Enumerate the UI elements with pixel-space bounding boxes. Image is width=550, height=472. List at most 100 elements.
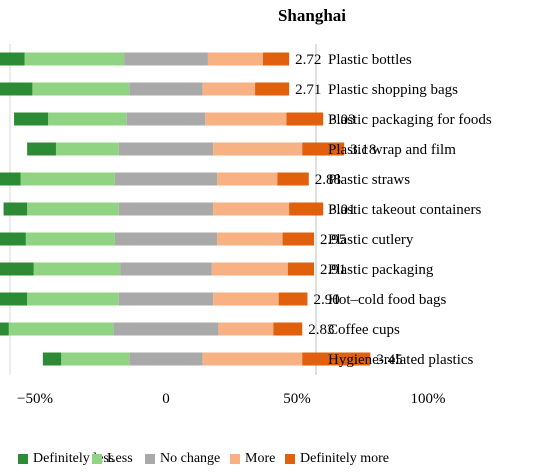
bar-less bbox=[24, 52, 125, 66]
x-tick-label: −50% bbox=[17, 391, 53, 407]
bar-definitely-more bbox=[282, 232, 315, 246]
bar-definitely-less bbox=[42, 352, 62, 366]
x-tick-label: 0 bbox=[162, 391, 170, 407]
bar-no-change bbox=[118, 142, 214, 156]
bar-definitely-less bbox=[0, 322, 9, 336]
category-label: Hot–cold food bags bbox=[328, 292, 446, 308]
bar-more bbox=[213, 292, 279, 306]
legend-swatch bbox=[285, 454, 295, 464]
category-label: Plastic bottles bbox=[328, 52, 412, 68]
mean-label: 3.45 bbox=[376, 352, 402, 368]
bar-less bbox=[48, 112, 127, 126]
legend-swatch bbox=[145, 454, 155, 464]
bar-definitely-less bbox=[27, 142, 56, 156]
legend-item: Definitely more bbox=[285, 449, 389, 469]
bar-definitely-more bbox=[302, 352, 371, 366]
bar-no-change bbox=[113, 322, 219, 336]
bar-definitely-less bbox=[0, 292, 28, 306]
bar-less bbox=[55, 142, 119, 156]
bar-more bbox=[213, 202, 290, 216]
category-label: Hygiene-related plastics bbox=[328, 352, 474, 368]
bar-no-change bbox=[120, 262, 212, 276]
bars-layer bbox=[0, 52, 371, 366]
mean-label: 3.03 bbox=[329, 112, 355, 128]
mean-label: 2.95 bbox=[320, 232, 346, 248]
x-tick-labels-layer: −100%−50%050%100% bbox=[17, 391, 446, 407]
bar-more bbox=[202, 82, 256, 96]
legend-label: Definitely more bbox=[300, 451, 390, 466]
bar-more bbox=[202, 352, 303, 366]
bar-more bbox=[218, 322, 274, 336]
mean-label: 2.83 bbox=[308, 322, 334, 338]
bar-definitely-more bbox=[273, 322, 303, 336]
mean-label: 2.90 bbox=[313, 292, 339, 308]
mean-label: 2.91 bbox=[320, 262, 346, 278]
bar-definitely-less bbox=[0, 172, 21, 186]
bar-definitely-less bbox=[0, 82, 33, 96]
bar-definitely-less bbox=[0, 232, 26, 246]
bar-less bbox=[25, 232, 115, 246]
bar-less bbox=[8, 322, 114, 336]
legend-label: More bbox=[245, 451, 276, 466]
x-tick-label: 50% bbox=[283, 391, 311, 407]
bar-definitely-more bbox=[302, 142, 345, 156]
bar-definitely-less bbox=[14, 112, 49, 126]
mean-label: 3.18 bbox=[350, 142, 376, 158]
bar-no-change bbox=[129, 82, 203, 96]
category-label: Plastic takeout containers bbox=[328, 202, 481, 218]
legend-swatch bbox=[18, 454, 28, 464]
category-label: Coffee cups bbox=[328, 322, 400, 338]
legend-item: No change bbox=[145, 449, 220, 469]
bar-more bbox=[217, 172, 278, 186]
bar-definitely-more bbox=[287, 262, 315, 276]
bar-no-change bbox=[129, 352, 203, 366]
category-label: Plastic cutlery bbox=[328, 232, 414, 248]
bar-definitely-less bbox=[0, 262, 34, 276]
bar-definitely-more bbox=[255, 82, 290, 96]
bar-definitely-less bbox=[3, 202, 28, 216]
legend: Definitely less Less No change More Definite… bbox=[0, 449, 550, 469]
category-label: Plastic wrap and film bbox=[328, 142, 456, 158]
bar-less bbox=[20, 172, 115, 186]
bar-no-change bbox=[126, 112, 206, 126]
legend-item: More bbox=[230, 449, 275, 469]
category-label: Plastic packaging for foods bbox=[328, 112, 492, 128]
bar-more bbox=[213, 142, 303, 156]
bar-definitely-more bbox=[289, 202, 324, 216]
bar-no-change bbox=[114, 172, 218, 186]
bar-definitely-more bbox=[286, 112, 324, 126]
legend-item: Less bbox=[92, 449, 133, 469]
legend-swatch bbox=[92, 454, 102, 464]
bar-definitely-more bbox=[262, 52, 290, 66]
mean-label: 2.88 bbox=[315, 172, 341, 188]
bar-more bbox=[217, 232, 283, 246]
bar-less bbox=[32, 82, 130, 96]
chart-title: Shanghai bbox=[278, 6, 346, 25]
x-tick-label: 100% bbox=[411, 391, 446, 407]
legend-swatch bbox=[230, 454, 240, 464]
bar-less bbox=[61, 352, 130, 366]
bar-definitely-more bbox=[278, 292, 308, 306]
bar-more bbox=[211, 262, 288, 276]
mean-label: 2.72 bbox=[295, 52, 321, 68]
legend-label: Less bbox=[107, 451, 133, 466]
bar-no-change bbox=[124, 52, 208, 66]
category-label: Plastic shopping bags bbox=[328, 82, 458, 98]
bar-more bbox=[207, 52, 263, 66]
bar-less bbox=[27, 202, 119, 216]
mean-labels-layer: 2.72 2.71 3.03 3.18 2.88 3.01 2.95 2.91 2.90 2.83… bbox=[295, 52, 402, 368]
bar-definitely-more bbox=[277, 172, 309, 186]
category-label: Plastic straws bbox=[328, 172, 410, 188]
bar-definitely-less bbox=[0, 52, 25, 66]
bar-less bbox=[33, 262, 121, 276]
bar-no-change bbox=[118, 292, 214, 306]
mean-label: 3.01 bbox=[329, 202, 355, 218]
mean-label: 2.71 bbox=[295, 82, 321, 98]
category-labels-layer: Plastic bottles Plastic shopping bags Plas… bbox=[328, 52, 492, 368]
bar-no-change bbox=[118, 202, 214, 216]
bar-less bbox=[27, 292, 119, 306]
category-label: Plastic packaging bbox=[328, 262, 434, 278]
bar-more bbox=[205, 112, 287, 126]
legend-label: No change bbox=[160, 451, 221, 466]
